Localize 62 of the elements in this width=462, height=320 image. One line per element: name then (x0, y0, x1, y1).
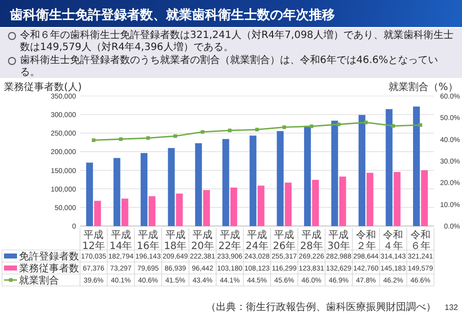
bar (276, 131, 284, 226)
text: 令和６年の歯科衛生士免許登録者数は321,241人（対R4年7,098人増）であり、就業歯科衛生士数は149,579人（対R4年4,396人増）である。 (20, 30, 454, 54)
point (310, 124, 314, 128)
point (228, 128, 232, 132)
chart-title: 歯科衛生士免許登録者数、就業歯科衛生士数の年次推移 (10, 7, 335, 24)
x-tick-label: 令和４年 (383, 229, 404, 252)
bar (121, 198, 128, 226)
x-tick-label: 令和２年 (356, 229, 376, 252)
x-tick-label: 平成12年 (82, 229, 105, 252)
bar (394, 172, 401, 226)
x-tick-label: 平成26年 (272, 229, 296, 252)
x-tick-label: 令和６年 (410, 229, 430, 252)
bar (331, 120, 338, 226)
bar (366, 172, 374, 226)
text: （出典：衛生行政報告例、歯科医療振興財団調べ） (206, 301, 436, 313)
bar (312, 180, 319, 226)
point (418, 123, 422, 127)
bar (339, 176, 346, 226)
bar (140, 152, 148, 226)
x-tick-label: 平成18年 (164, 229, 187, 252)
point (364, 120, 368, 124)
bar (284, 182, 292, 226)
bar (203, 190, 210, 226)
y-axis-title: 業務従事者数(人) (4, 81, 82, 93)
bar (148, 196, 156, 226)
x-tick-label: 平成16年 (136, 229, 160, 252)
bar (113, 158, 120, 226)
legend-label: 免許登録者数 (19, 250, 79, 263)
point (92, 138, 96, 142)
point (119, 137, 123, 141)
point (391, 124, 395, 128)
x-tick-label: 平成20年 (191, 229, 214, 252)
point (146, 136, 150, 140)
bar (94, 200, 102, 226)
bar (420, 170, 428, 226)
point (282, 125, 286, 129)
point (200, 130, 204, 134)
legend-label: 就業割合 (19, 274, 59, 287)
point (174, 134, 178, 138)
bar (412, 106, 420, 226)
text: 132 (444, 303, 459, 312)
x-tick-label: 平成24年 (246, 229, 268, 252)
bar (250, 136, 256, 226)
legend-label: 業務従事者数 (19, 262, 79, 275)
bar (304, 126, 311, 226)
bar (176, 194, 183, 226)
bar (222, 138, 230, 226)
point (336, 122, 340, 126)
bar (168, 148, 175, 226)
x-tick-label: 平成22年 (218, 229, 242, 252)
bar (358, 114, 366, 226)
x-tick-label: 平成30年 (327, 229, 350, 252)
bar (195, 143, 202, 226)
bar (230, 188, 238, 226)
y2-axis-title: 就業割合（%） (388, 81, 458, 93)
bar (386, 109, 393, 226)
x-tick-label: 平成14年 (109, 229, 132, 252)
bar (86, 162, 94, 226)
point (255, 128, 259, 132)
bar (258, 186, 264, 226)
x-tick-label: 平成28年 (300, 229, 323, 252)
text: 歯科衛生士免許登録者数のうち就業者の割合（就業割合）は、令和6年では46.6%となっている。 (20, 55, 440, 79)
